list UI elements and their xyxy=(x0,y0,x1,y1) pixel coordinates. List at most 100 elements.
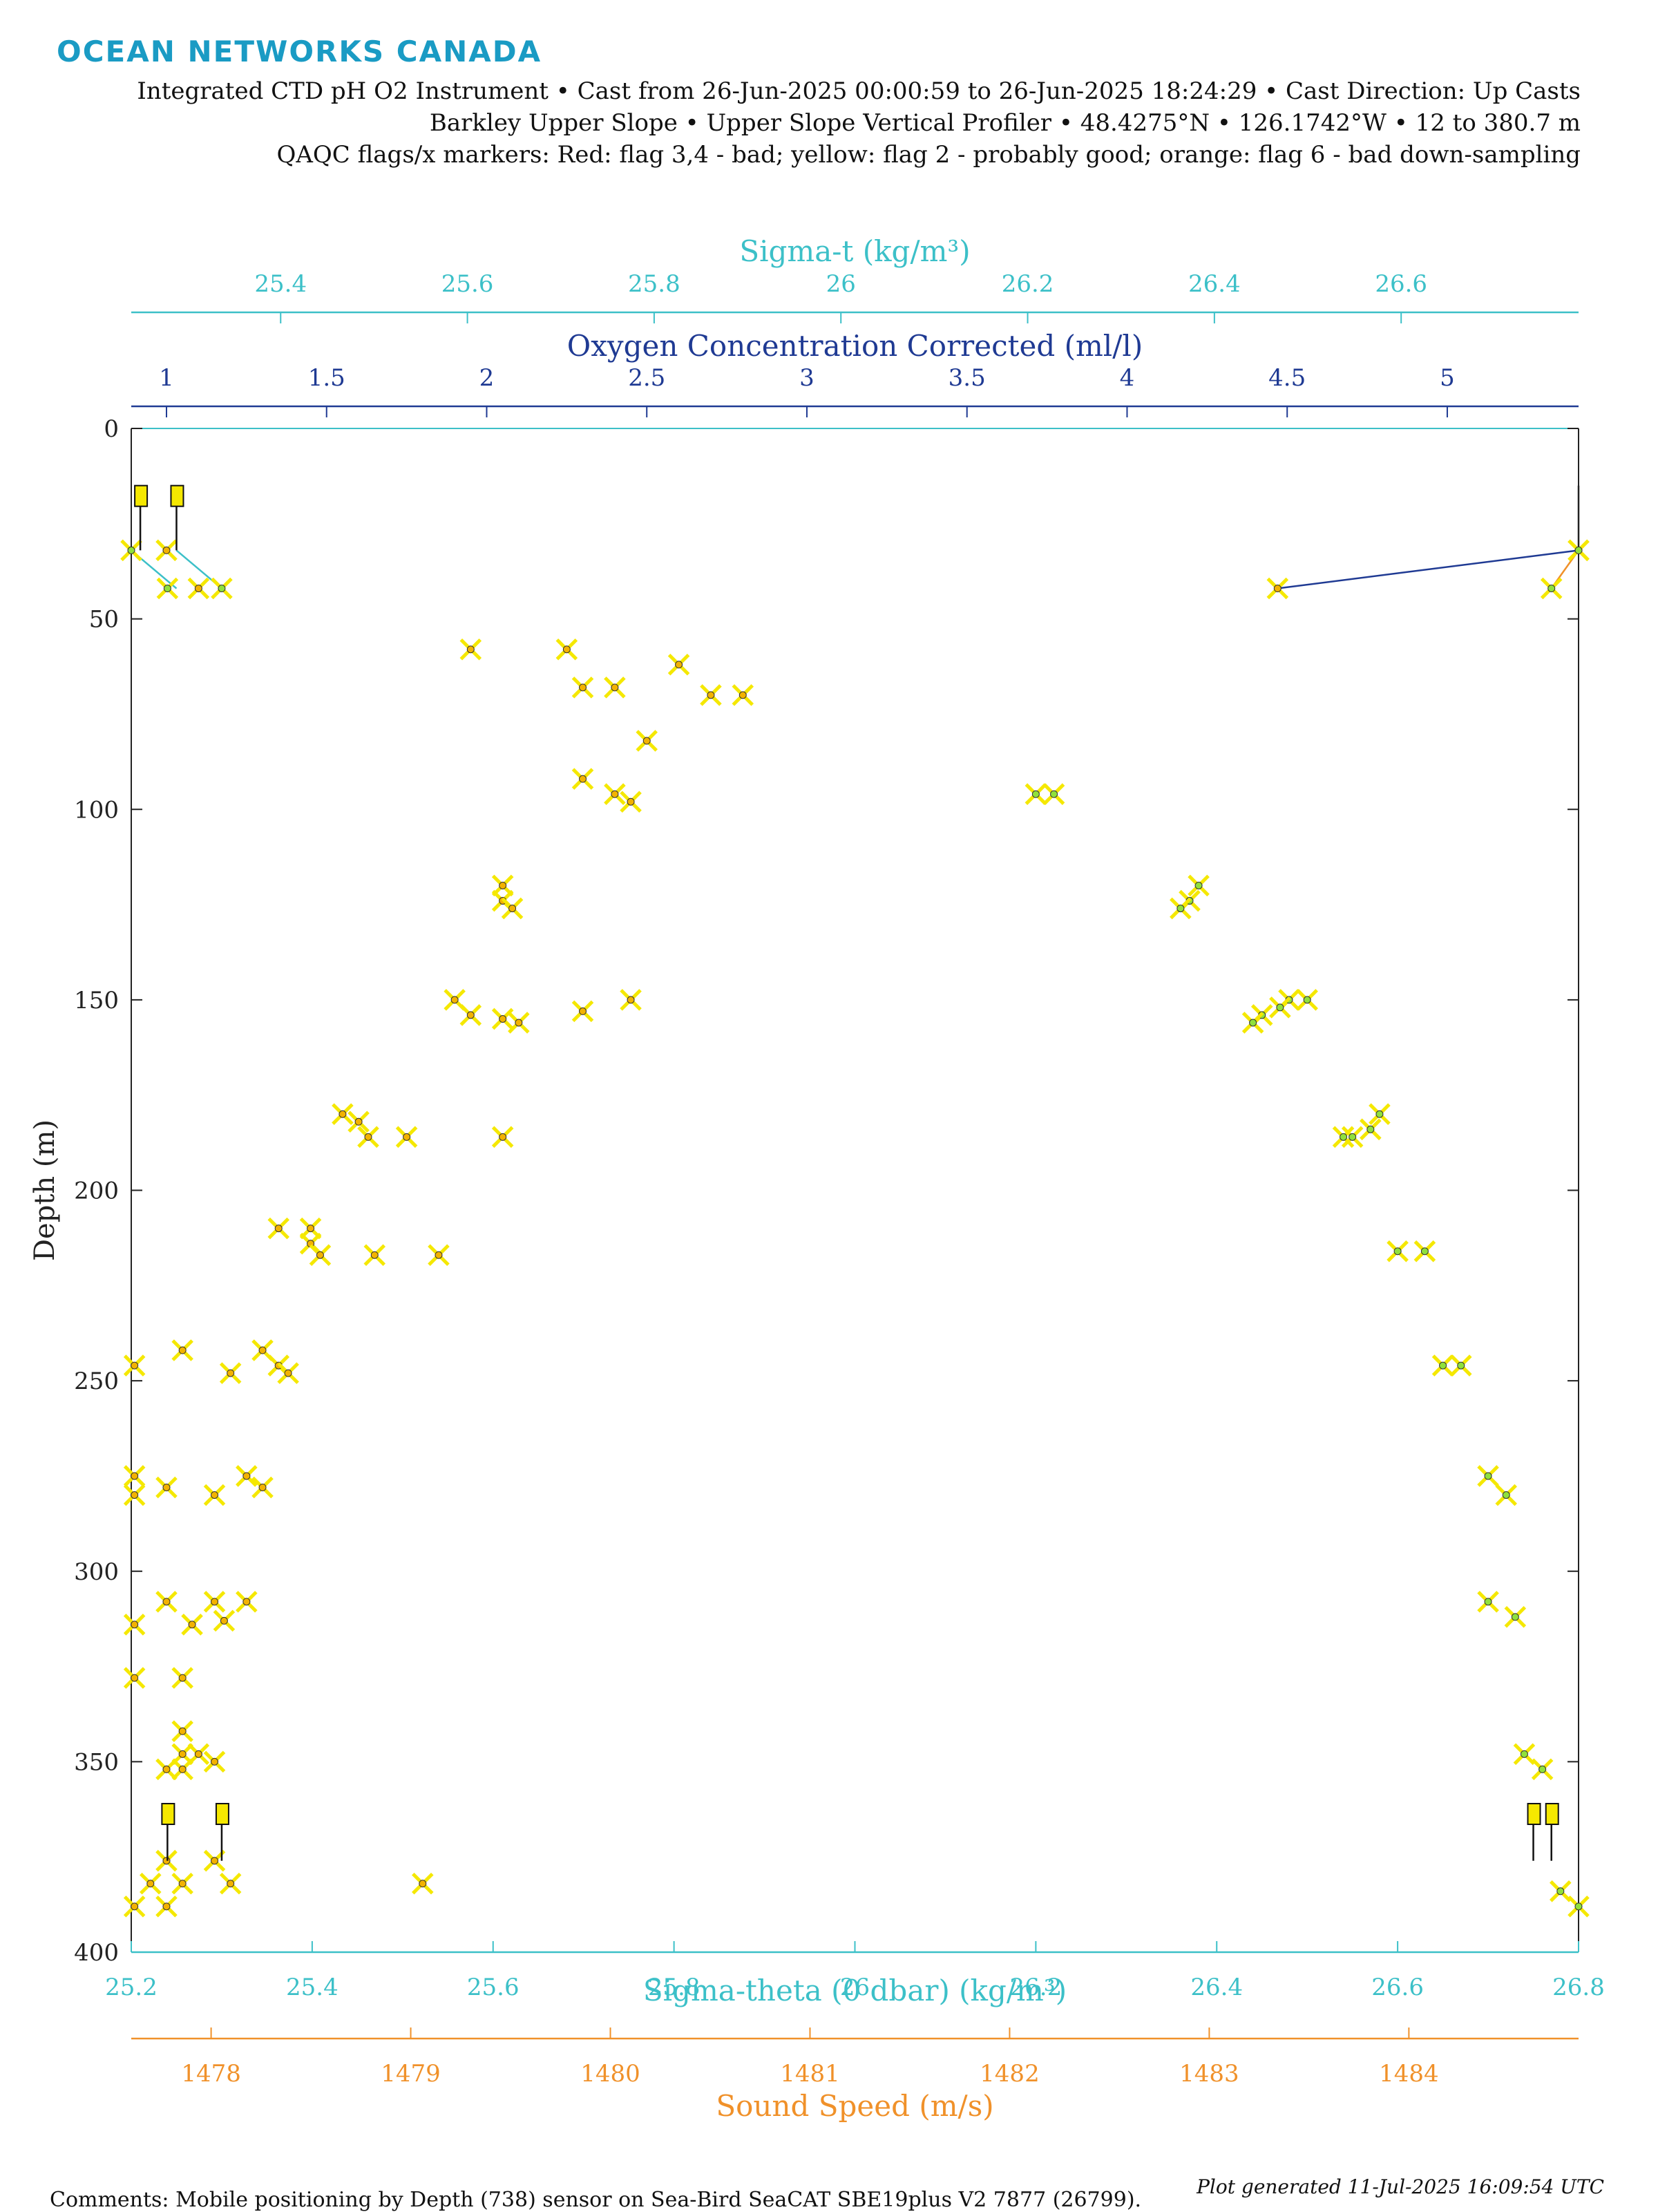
oxygen-data-point-dot xyxy=(403,1133,411,1141)
oxygen-data-point-dot xyxy=(211,1857,219,1865)
sigma-theta-data-point-dot xyxy=(1538,1765,1547,1773)
oxygen-data-point-dot xyxy=(370,1251,379,1259)
oxygen-data-point-dot xyxy=(739,691,747,699)
qaqc-flag xyxy=(170,484,184,507)
oxygen-data-point-dot xyxy=(211,1491,219,1499)
oxygen-data-point-dot xyxy=(515,1019,523,1027)
oxygen-data-point-dot xyxy=(627,996,635,1004)
sigma-theta-data-point-dot xyxy=(1574,546,1583,554)
sigma-theta-data-point-dot xyxy=(163,585,171,593)
sigma-theta-data-point-dot xyxy=(1547,585,1556,593)
oxygen-data-point-dot xyxy=(146,1880,155,1888)
sigma-theta-data-point-dot xyxy=(1439,1361,1447,1370)
sigma-theta-tick-label: 26.2 xyxy=(1010,1974,1063,2001)
oxygen-data-point-dot xyxy=(178,1346,187,1354)
sigma-theta-tick-label: 25.6 xyxy=(467,1974,520,2001)
brand-logo: OCEAN NETWORKS CANADA xyxy=(57,35,542,68)
sound-speed-tick-label: 1481 xyxy=(780,2060,840,2088)
sigma-theta-data-point-dot xyxy=(218,585,226,593)
sigma-theta-data-point-dot xyxy=(1502,1491,1510,1499)
sigma-theta-data-point-dot xyxy=(1520,1750,1528,1758)
oxygen-data-point-dot xyxy=(258,1483,267,1491)
oxygen-data-point-dot xyxy=(194,585,202,593)
sigma-theta-data-point-dot xyxy=(1194,882,1203,889)
comments-text: Comments: Mobile positioning by Depth (7… xyxy=(50,2188,1142,2212)
qaqc-flag xyxy=(1527,1803,1541,1826)
sigma-theta-tick-label: 25.4 xyxy=(286,1974,339,2001)
oxygen-data-point-dot xyxy=(162,1857,171,1865)
oxygen-data-point-dot xyxy=(211,1757,219,1766)
oxygen-data-point-dot xyxy=(466,1011,475,1019)
oxygen-data-point-dot xyxy=(316,1251,324,1259)
oxygen-data-point-dot xyxy=(162,1598,171,1606)
sigma-t-tick-label: 26.4 xyxy=(1188,270,1241,298)
qaqc-flag xyxy=(1545,1803,1559,1826)
oxygen-data-point-dot xyxy=(307,1225,315,1233)
sigma-t-tick-label: 26.6 xyxy=(1375,270,1427,298)
sigma-theta-data-point-dot xyxy=(1176,905,1185,913)
sigma-theta-axis-label: Sigma-theta (0 dbar) (kg/m³) xyxy=(643,1974,1067,2007)
depth-tick-label: 50 xyxy=(89,606,119,634)
sound-speed-tick-label: 1482 xyxy=(980,2060,1040,2088)
depth-tick-label: 250 xyxy=(74,1368,119,1395)
depth-tick-label: 400 xyxy=(74,1939,119,1967)
oxygen-data-point-dot xyxy=(675,661,683,669)
sigma-t-tick-label: 25.6 xyxy=(441,270,494,298)
oxygen-data-point-dot xyxy=(435,1251,443,1259)
sound-speed-tick-label: 1479 xyxy=(381,2060,441,2088)
depth-axis-label: Depth (m) xyxy=(29,1119,61,1261)
oxygen-data-point-dot xyxy=(242,1472,251,1480)
qaqc-flag xyxy=(215,1803,229,1826)
depth-tick-label: 100 xyxy=(74,796,119,824)
oxygen-data-point-dot xyxy=(162,1902,171,1911)
sigma-theta-data-point-dot xyxy=(1393,1247,1402,1256)
sigma-theta-tick-label: 26.6 xyxy=(1371,1974,1424,2001)
depth-tick-label: 150 xyxy=(74,987,119,1014)
oxygen-data-point-dot xyxy=(178,1674,187,1682)
depth-tick-label: 300 xyxy=(74,1558,119,1586)
oxygen-tick-label: 3 xyxy=(799,364,814,392)
sigma-theta-data-point-dot xyxy=(1574,1902,1583,1911)
sigma-theta-data-point-dot xyxy=(1276,1003,1284,1012)
oxygen-data-point-dot xyxy=(220,1616,228,1625)
sigma-theta-data-point-dot xyxy=(1340,1133,1348,1141)
oxygen-data-point-dot xyxy=(131,1674,139,1682)
sigma-theta-data-point-dot xyxy=(1556,1887,1565,1896)
oxygen-axis-label: Oxygen Concentration Corrected (ml/l) xyxy=(567,329,1143,363)
oxygen-data-point-dot xyxy=(562,645,571,654)
oxygen-data-point-dot xyxy=(419,1880,427,1888)
sound-speed-tick-label: 1483 xyxy=(1179,2060,1239,2088)
oxygen-tick-label: 2 xyxy=(479,364,495,392)
oxygen-data-point-dot xyxy=(162,1765,171,1773)
sound-speed-axis-label: Sound Speed (m/s) xyxy=(716,2089,993,2123)
oxygen-data-point-dot xyxy=(499,882,507,889)
oxygen-data-point-dot xyxy=(242,1598,251,1606)
sigma-t-axis-label: Sigma-t (kg/m³) xyxy=(739,234,970,268)
oxygen-data-point-dot xyxy=(579,1007,587,1015)
generated-timestamp: Plot generated 11-Jul-2025 16:09:54 UTC xyxy=(1197,2175,1604,2198)
oxygen-data-point-dot xyxy=(611,683,619,692)
oxygen-tick-label: 3.5 xyxy=(949,364,986,392)
oxygen-data-point-dot xyxy=(194,1750,202,1758)
qaqc-legend: QAQC flags/x markers: Red: flag 3,4 - ba… xyxy=(276,141,1581,169)
oxygen-tick-label: 1 xyxy=(159,364,174,392)
oxygen-data-point-dot xyxy=(227,1369,235,1377)
oxygen-tick-label: 5 xyxy=(1440,364,1455,392)
oxygen-data-point-dot xyxy=(131,1361,139,1370)
oxygen-data-point-dot xyxy=(162,546,171,554)
oxygen-data-point-dot xyxy=(579,775,587,783)
sigma-theta-data-point-dot xyxy=(127,546,135,554)
oxygen-data-point-dot xyxy=(162,1483,171,1491)
oxygen-data-point-dot xyxy=(508,905,517,913)
depth-tick-label: 350 xyxy=(74,1748,119,1776)
oxygen-data-point-dot xyxy=(499,1014,507,1023)
oxygen-data-point-dot xyxy=(131,1472,139,1480)
sigma-t-tick-label: 25.4 xyxy=(254,270,307,298)
oxygen-data-point-dot xyxy=(284,1369,292,1377)
oxygen-data-point-dot xyxy=(274,1225,283,1233)
sigma-theta-data-point-dot xyxy=(1050,790,1058,798)
oxygen-data-point-dot xyxy=(258,1346,267,1354)
oxygen-data-point-dot xyxy=(131,1491,139,1499)
oxygen-data-point-dot xyxy=(339,1110,347,1118)
